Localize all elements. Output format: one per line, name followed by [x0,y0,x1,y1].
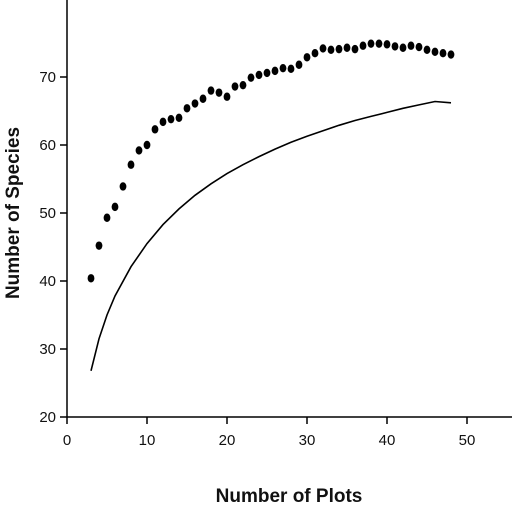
data-point [327,45,335,54]
x-tick-label: 0 [63,432,71,449]
data-point [391,42,399,51]
data-point [119,182,127,191]
x-tick-label: 10 [139,432,156,449]
data-point [367,39,375,48]
data-point [431,47,439,57]
data-point [183,104,191,113]
data-point [199,94,207,103]
y-tick-label: 20 [39,409,56,426]
data-point [295,60,303,69]
y-axis-title: Number of Species [3,127,24,299]
data-point [415,42,423,52]
data-point [335,44,343,54]
y-ticks: 20 30 40 50 60 70 [39,69,67,426]
data-point [159,117,167,127]
data-point [239,80,247,90]
y-tick-label: 30 [39,341,56,358]
data-point [143,140,151,150]
data-point [247,73,255,82]
y-tick-label: 50 [39,205,56,222]
data-point [223,92,231,101]
x-axis-title: Number of Plots [216,486,363,507]
data-point [151,125,159,134]
data-point [351,44,359,54]
x-tick-label: 40 [379,432,396,449]
x-tick-label: 50 [459,432,476,449]
axes [66,0,512,418]
data-point [207,86,215,95]
data-point [263,68,271,78]
data-point [231,82,239,91]
data-point [111,202,119,212]
y-tick-label: 60 [39,137,56,154]
y-tick-label: 40 [39,273,56,290]
data-point [407,41,415,50]
data-point [127,160,135,169]
data-point [103,213,111,222]
data-point [303,53,311,62]
series-layer [87,39,455,371]
data-point [375,39,383,48]
data-point [167,114,175,124]
data-point [423,45,431,54]
data-point [439,49,447,58]
y-tick-label: 70 [39,69,56,86]
data-point [175,113,183,123]
fitted-curve [90,100,452,371]
x-tick-label: 30 [299,432,316,449]
data-point [287,64,295,74]
data-point [447,50,455,59]
data-point [215,88,223,97]
data-point [343,43,351,52]
data-point [191,99,199,108]
data-point [383,40,391,49]
x-tick-label: 20 [219,432,236,449]
data-point [399,43,407,52]
data-point [271,66,279,76]
data-point [95,241,103,250]
scatter-series [87,39,455,283]
data-point [255,70,263,80]
data-point [279,63,287,73]
data-point [87,274,95,283]
data-point [311,49,319,58]
x-ticks: 0 10 20 30 40 50 [63,417,476,449]
data-point [135,146,143,155]
data-point [359,41,367,50]
data-point [319,44,327,53]
